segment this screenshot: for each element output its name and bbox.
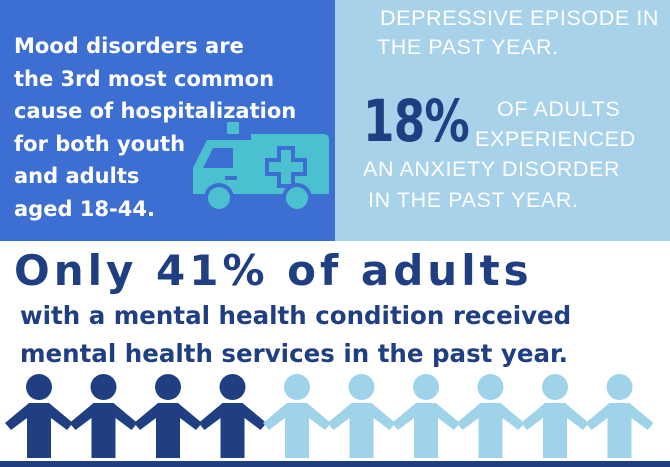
people-pictogram xyxy=(5,374,654,458)
statistics-panel xyxy=(335,0,670,241)
anxiety-percent-stat: 18% xyxy=(363,87,470,155)
mood-disorders-text: Mood disorders are the 3rd most common c… xyxy=(14,30,334,225)
subtext-line-2: mental health services in the past year. xyxy=(20,339,568,368)
mood-line-6: aged 18-44. xyxy=(14,196,155,221)
mood-line-5: and adults xyxy=(14,164,140,188)
anxiety-line-1: OF ADULTS xyxy=(497,97,621,121)
person-icon xyxy=(69,374,138,458)
person-icon xyxy=(198,374,267,458)
depressive-line-2: THE PAST YEAR. xyxy=(377,35,559,59)
bottom-border xyxy=(0,461,670,467)
mood-line-4: for both youth xyxy=(14,131,186,156)
mood-line-2: the 3rd most common xyxy=(14,66,275,91)
subtext-line-1: with a mental health condition received xyxy=(20,301,572,330)
anxiety-line-4: IN THE PAST YEAR. xyxy=(368,188,579,212)
headline-41-percent: Only 41% of adults xyxy=(14,246,533,295)
anxiety-line-2: EXPERIENCED xyxy=(475,127,636,151)
depressive-line-1: DEPRESSIVE EPISODE IN xyxy=(380,6,660,30)
person-icon xyxy=(134,374,202,458)
mood-line-3: cause of hospitalization xyxy=(14,99,297,123)
mood-disorders-panel: Mood disorders are the 3rd most common c… xyxy=(0,0,335,241)
person-icon xyxy=(327,374,396,458)
mood-line-1: Mood disorders are xyxy=(14,34,244,58)
person-icon xyxy=(521,374,589,458)
person-icon xyxy=(392,374,460,458)
person-icon xyxy=(263,374,331,458)
person-icon xyxy=(585,374,654,458)
person-icon xyxy=(5,374,73,458)
ambulance-icon xyxy=(193,122,329,213)
person-icon xyxy=(456,374,525,458)
anxiety-line-3: AN ANXIETY DISORDER xyxy=(363,157,621,181)
